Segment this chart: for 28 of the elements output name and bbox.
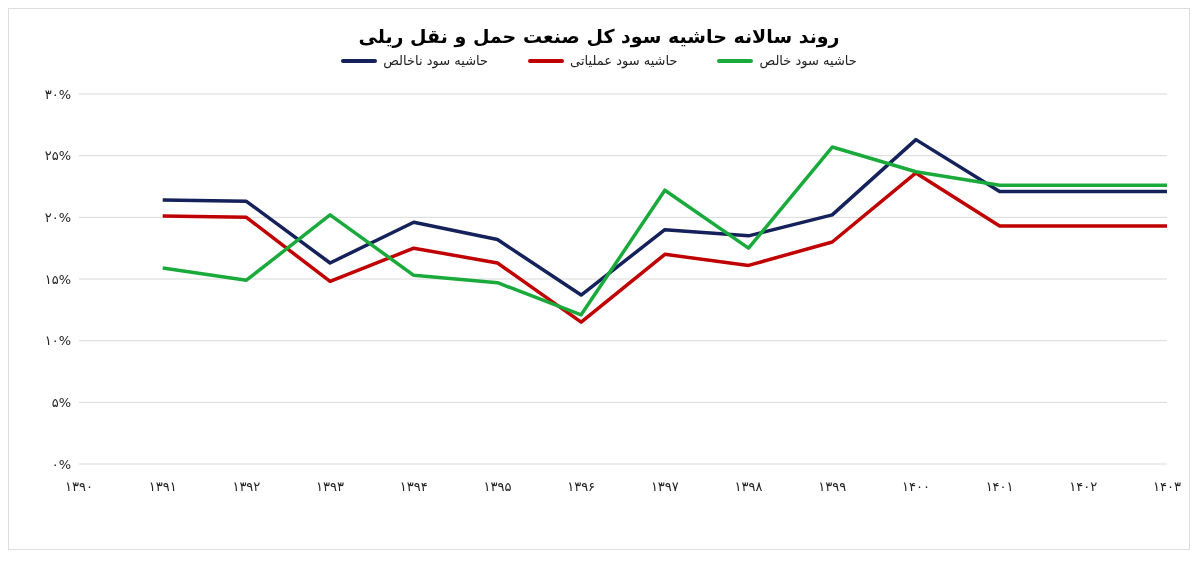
x-tick-label: ۱۳۹۹ bbox=[818, 479, 847, 495]
y-tick-label: ۱۰% bbox=[44, 333, 71, 349]
line-series bbox=[160, 145, 1169, 317]
line-series bbox=[160, 137, 1169, 297]
y-tick-label: ۲۵% bbox=[44, 148, 71, 164]
y-tick-label: ۵% bbox=[51, 394, 71, 410]
x-tick-label: ۱۳۹۱ bbox=[148, 479, 177, 495]
x-tick-label: ۱۳۹۳ bbox=[316, 479, 345, 495]
y-tick-label: ۳۰% bbox=[44, 86, 71, 102]
x-tick-label: ۱۳۹۵ bbox=[483, 479, 512, 495]
x-tick-label: ۱۳۹۲ bbox=[232, 479, 261, 495]
y-tick-label: ۲۰% bbox=[44, 209, 71, 225]
x-tick-label: ۱۴۰۲ bbox=[1069, 479, 1098, 495]
line-series bbox=[160, 171, 1169, 324]
legend-label: حاشیه سود عملیاتی bbox=[570, 53, 678, 68]
y-tick-label: ۱۵% bbox=[44, 271, 71, 287]
legend-label: حاشیه سود ناخالص bbox=[383, 53, 489, 68]
chart-title: روند سالانه حاشیه سود کل صنعت حمل و نقل ریلی bbox=[357, 25, 841, 47]
x-tick-label: ۱۳۹۸ bbox=[734, 479, 763, 495]
x-tick-label: ۱۳۹۶ bbox=[567, 479, 596, 495]
x-tick-label: ۱۴۰۳ bbox=[1153, 479, 1181, 495]
x-tick-label: ۱۳۹۰ bbox=[65, 479, 93, 495]
x-tick-label: ۱۳۹۴ bbox=[399, 479, 428, 495]
x-tick-label: ۱۳۹۷ bbox=[650, 479, 679, 495]
y-tick-label: ۰% bbox=[51, 456, 71, 472]
x-tick-label: ۱۴۰۱ bbox=[985, 479, 1014, 495]
legend-label: حاشیه سود خالص bbox=[759, 53, 857, 68]
x-tick-label: ۱۴۰۰ bbox=[901, 479, 930, 495]
